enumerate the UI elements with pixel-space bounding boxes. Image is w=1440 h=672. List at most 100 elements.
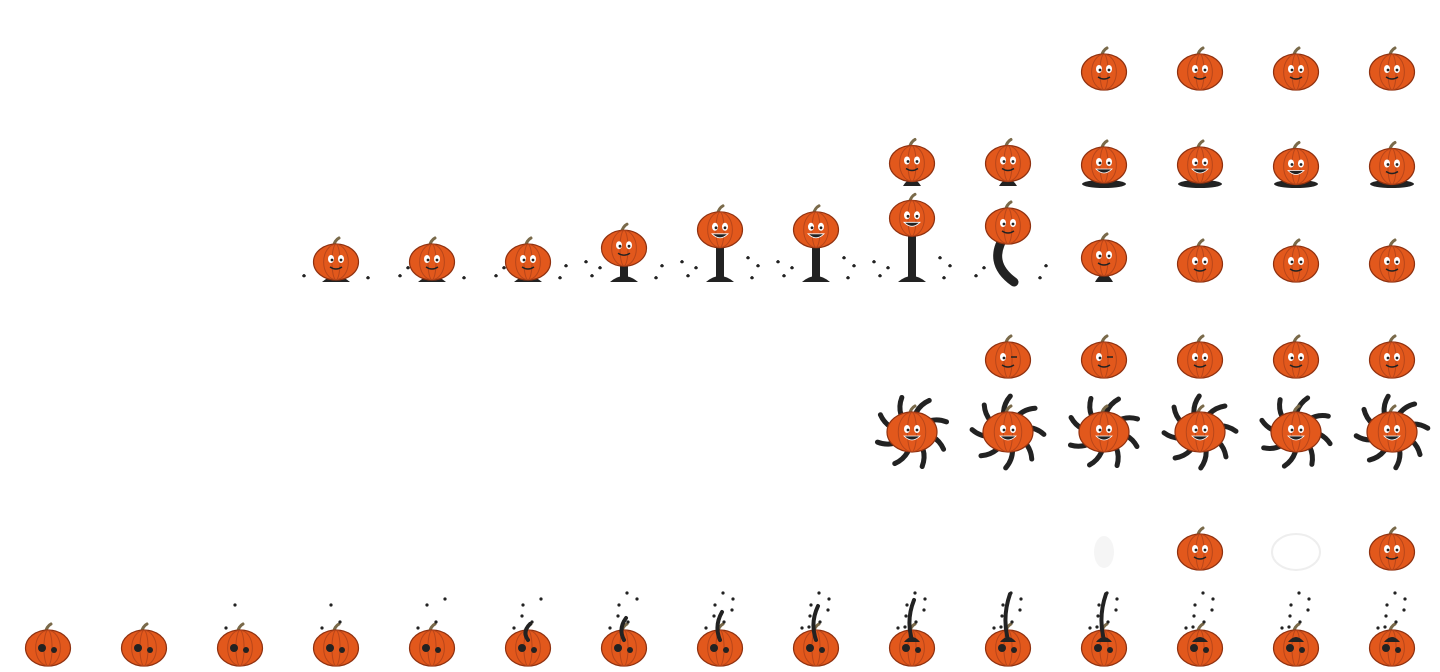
pumpkin-sprite (1272, 591, 1320, 667)
sprite-frame-burst (960, 576, 1056, 672)
pumpkin-sprite (1368, 334, 1416, 379)
pumpkin-sprite (680, 204, 760, 282)
sprite-frame-tentacles (1248, 384, 1344, 480)
sprite-frame-burst (480, 576, 576, 672)
pumpkin-sprite (1176, 334, 1224, 379)
pumpkin-sprite (1080, 139, 1128, 188)
sprite-frame-burst (0, 576, 96, 672)
pumpkin-sprite (1080, 591, 1128, 667)
pumpkin-sprite (1067, 395, 1141, 469)
sprite-frame-rise (480, 192, 576, 288)
sprite-frame-peek (960, 288, 1056, 384)
pumpkin-sprite (584, 222, 664, 282)
sprite-frame-idle (1152, 0, 1248, 96)
sprite-frame-tentacles (1344, 384, 1440, 480)
sprite-frame-burst (576, 576, 672, 672)
pumpkin-sprite (888, 138, 936, 186)
pumpkin-sprite (408, 597, 456, 667)
sprite-frame-burst (1056, 576, 1152, 672)
pumpkin-sprite (1368, 141, 1416, 188)
sprite-frame-flash (1152, 480, 1248, 576)
sprite-frame-burst (288, 576, 384, 672)
pumpkin-sprite (1368, 46, 1416, 91)
pumpkin-sprite (1272, 141, 1320, 188)
sprite-frame-burst (1152, 576, 1248, 672)
pumpkin-sprite (1176, 46, 1224, 91)
sprite-frame-rise (1056, 192, 1152, 288)
sprite-frame-rise-end (1152, 96, 1248, 192)
sprite-frame-tentacles (1056, 384, 1152, 480)
sprite-frame-peek (1344, 288, 1440, 384)
pumpkin-sprite (1176, 139, 1224, 188)
pumpkin-sprite (1259, 395, 1333, 469)
sprite-frame-peek (1248, 288, 1344, 384)
sprite-frame-burst (864, 576, 960, 672)
sprite-frame-rise (1152, 192, 1248, 288)
pumpkin-sprite (696, 591, 744, 667)
pumpkin-sprite (872, 192, 952, 282)
sprite-frame-rise (384, 192, 480, 288)
sprite-frame-rise (288, 192, 384, 288)
sprite-frame-peek (1152, 288, 1248, 384)
sprite-frame-idle (1248, 0, 1344, 96)
pumpkin-sprite (1176, 591, 1224, 667)
pumpkin-sprite (312, 603, 360, 667)
sprite-frame-tentacles (960, 384, 1056, 480)
pumpkin-sprite (398, 236, 466, 282)
pumpkin-sprite (1080, 232, 1128, 282)
pumpkin-sprite (504, 597, 552, 667)
sprite-frame-flash (1248, 480, 1344, 576)
pumpkin-sprite (969, 393, 1047, 471)
pumpkin-sprite (302, 236, 370, 282)
sprite-frame-peek (1056, 288, 1152, 384)
pumpkin-sprite (1272, 238, 1320, 283)
pumpkin-sprite (120, 622, 168, 667)
sprite-frame-rise (864, 192, 960, 288)
sprite-frame-burst (192, 576, 288, 672)
pumpkin-sprite (1368, 591, 1416, 667)
pumpkin-sprite (1176, 526, 1224, 571)
sprite-frame-burst (672, 576, 768, 672)
pumpkin-sprite (1272, 334, 1320, 379)
pumpkin-sprite (1080, 46, 1128, 91)
pumpkin-sprite (874, 394, 950, 470)
pumpkin-sprite (984, 591, 1032, 667)
sprite-frame-rise (1248, 192, 1344, 288)
sprite-frame-burst (1344, 576, 1440, 672)
pumpkin-sprite (1368, 526, 1416, 571)
pumpkin-sprite (1080, 334, 1128, 379)
pumpkin-sprite (1272, 46, 1320, 91)
sprite-frame-rise-end (1248, 96, 1344, 192)
sprite-frame-rise (960, 192, 1056, 288)
sprite-frame-burst (768, 576, 864, 672)
pumpkin-sprite (792, 591, 840, 667)
sprite-frame-rise (672, 192, 768, 288)
pumpkin-sprite (984, 138, 1032, 186)
pumpkin-sprite (600, 591, 648, 667)
sprite-frame-rise-end (864, 96, 960, 192)
sprite-frame-burst (96, 576, 192, 672)
sprite-frame-rise-end (1056, 96, 1152, 192)
pumpkin-sprite (1271, 533, 1321, 571)
sprite-frame-tentacles (864, 384, 960, 480)
pumpkin-sprite (1353, 393, 1431, 471)
pumpkin-sprite (1368, 238, 1416, 283)
sprite-frame-flash (1344, 480, 1440, 576)
sprite-frame-rise-end (1344, 96, 1440, 192)
sprite-frame-flash (1056, 480, 1152, 576)
pumpkin-sprite (1161, 393, 1239, 471)
sprite-frame-idle (1344, 0, 1440, 96)
pumpkin-sprite (24, 622, 72, 667)
sprite-frame-rise-end (960, 96, 1056, 192)
sprite-frame-rise (1344, 192, 1440, 288)
pumpkin-sprite (888, 591, 936, 667)
pumpkin-sprite (776, 204, 856, 282)
pumpkin-sprite (494, 236, 568, 282)
pumpkin-sprite (1094, 536, 1114, 568)
pumpkin-sprite (216, 603, 264, 667)
pumpkin-sprite (1176, 238, 1224, 283)
pumpkin-sprite (984, 334, 1032, 379)
sprite-frame-idle (1056, 0, 1152, 96)
sprite-frame-tentacles (1152, 384, 1248, 480)
